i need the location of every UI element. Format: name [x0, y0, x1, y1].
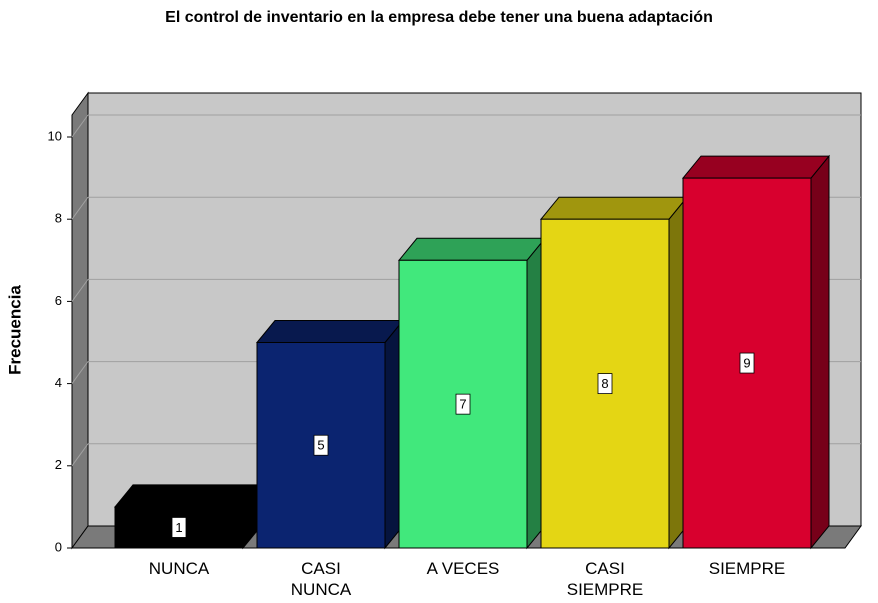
bar-top: [113, 484, 263, 508]
y-axis-label: Frecuencia: [5, 285, 24, 375]
label-line: SIEMPRE: [709, 559, 786, 578]
value-label-box: [597, 373, 613, 395]
bar-top: [539, 196, 689, 220]
bar-top: [255, 320, 405, 343]
y-tick-label: 10: [48, 128, 62, 143]
bar-top: [397, 237, 547, 261]
label-line: SIEMPRE: [567, 580, 644, 599]
x-tick-label: CASI NUNCA: [291, 559, 352, 599]
value-label-box: [455, 393, 471, 415]
y-tick-label: 4: [55, 375, 62, 390]
y-tick-label: 2: [55, 457, 62, 472]
x-tick-label: CASI SIEMPRE: [567, 559, 644, 599]
label-line: A VECES: [427, 559, 500, 578]
y-tick-label: 6: [55, 293, 62, 308]
value-label-box: [313, 434, 329, 456]
x-tick-label: SIEMPRE: [709, 559, 786, 578]
left-wall: [71, 91, 89, 550]
bar: [397, 236, 547, 550]
value-label: 8: [601, 376, 608, 391]
label-line: CASI: [585, 559, 625, 578]
bar-side: [810, 154, 830, 550]
chart-title: El control de inventario en la empresa d…: [165, 9, 713, 26]
grid-line: [71, 196, 89, 220]
bar: [255, 319, 405, 550]
value-label-box: [739, 352, 755, 374]
bar: [113, 483, 263, 550]
x-tick-label: NUNCA: [149, 559, 210, 578]
value-label: 7: [459, 397, 466, 412]
value-label-box: [171, 517, 187, 538]
value-label: 9: [743, 355, 750, 370]
bar-top: [681, 155, 831, 179]
label-line: CASI: [301, 559, 341, 578]
value-label: 5: [317, 438, 324, 453]
bar: [539, 195, 689, 550]
label-line: NUNCA: [291, 580, 352, 599]
y-tick-label: 8: [55, 211, 62, 226]
grid-line: [71, 361, 89, 384]
x-tick-label: A VECES: [427, 559, 500, 578]
grid-line: [71, 443, 89, 467]
bar: [681, 154, 831, 550]
y-tick-label: 0: [55, 539, 62, 554]
label-line: NUNCA: [149, 559, 210, 578]
value-label: 1: [175, 520, 182, 535]
grid-line: [71, 114, 89, 138]
grid-line: [71, 279, 89, 302]
